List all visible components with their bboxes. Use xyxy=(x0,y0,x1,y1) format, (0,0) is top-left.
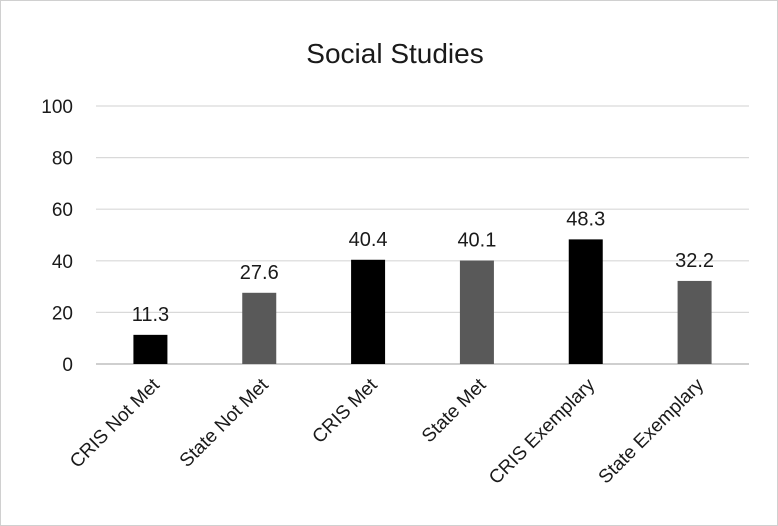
y-tick-label: 60 xyxy=(52,200,73,221)
x-tick-label: State Met xyxy=(418,374,491,447)
bar xyxy=(351,259,386,364)
bar xyxy=(459,260,494,364)
bar xyxy=(677,280,712,364)
bar xyxy=(568,239,603,364)
bar xyxy=(133,334,168,364)
x-tick-label: CRIS Not Met xyxy=(66,374,164,472)
data-label: 27.6 xyxy=(240,262,279,284)
data-labels: 11.3 27.6 40.4 40.1 48.3 32.2 xyxy=(132,208,714,325)
x-tick-label: CRIS Exemplary xyxy=(485,374,599,488)
bars xyxy=(133,239,712,364)
y-tick-label: 100 xyxy=(41,97,73,118)
chart-title: Social Studies xyxy=(306,38,483,69)
data-label: 32.2 xyxy=(675,250,714,272)
y-axis-tick-labels: 0 20 40 60 80 100 xyxy=(41,97,73,376)
data-label: 40.1 xyxy=(457,230,496,252)
y-tick-label: 0 xyxy=(62,355,73,376)
x-axis-category-labels: CRIS Not Met State Not Met CRIS Met State M… xyxy=(66,374,708,489)
x-tick-label: CRIS Met xyxy=(309,374,383,448)
data-label: 40.4 xyxy=(349,229,388,251)
gridlines xyxy=(96,105,749,365)
data-label: 11.3 xyxy=(132,304,169,326)
x-tick-label: State Not Met xyxy=(176,374,273,471)
y-tick-label: 20 xyxy=(52,303,73,324)
y-tick-label: 40 xyxy=(52,252,73,273)
bar xyxy=(242,292,277,364)
data-label: 48.3 xyxy=(566,208,605,230)
x-tick-label: State Exemplary xyxy=(595,374,709,488)
y-tick-label: 80 xyxy=(52,149,73,170)
